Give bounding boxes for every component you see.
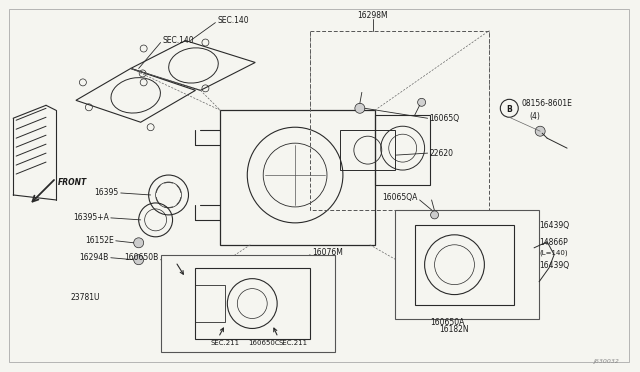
Text: 16439Q: 16439Q bbox=[539, 221, 570, 230]
Text: SEC.211: SEC.211 bbox=[211, 340, 239, 346]
Text: SEC.140: SEC.140 bbox=[218, 16, 249, 25]
Text: (4): (4) bbox=[529, 112, 540, 121]
Bar bbox=[415, 225, 515, 305]
Text: 16152E: 16152E bbox=[85, 236, 114, 245]
Text: 160650B: 160650B bbox=[124, 253, 159, 262]
Circle shape bbox=[355, 103, 365, 113]
Bar bbox=[161, 255, 335, 352]
Bar bbox=[395, 210, 539, 320]
Text: 16395+A: 16395+A bbox=[73, 214, 109, 222]
Text: J630032: J630032 bbox=[593, 359, 619, 364]
Text: B: B bbox=[506, 105, 512, 114]
Bar bbox=[340, 130, 395, 170]
Bar bbox=[220, 110, 375, 245]
Circle shape bbox=[418, 98, 426, 106]
Text: (L=140): (L=140) bbox=[539, 250, 568, 256]
Text: SEC.211: SEC.211 bbox=[278, 340, 307, 346]
Text: 16395: 16395 bbox=[95, 189, 119, 198]
Text: 16076M: 16076M bbox=[312, 248, 343, 257]
Text: 16294B: 16294B bbox=[79, 253, 109, 262]
Circle shape bbox=[535, 126, 545, 136]
Circle shape bbox=[431, 211, 438, 219]
Bar bbox=[375, 115, 429, 185]
Text: 22620: 22620 bbox=[429, 149, 454, 158]
Bar bbox=[310, 31, 490, 210]
Text: 160650C: 160650C bbox=[248, 340, 280, 346]
Circle shape bbox=[134, 238, 143, 248]
Text: FRONT: FRONT bbox=[58, 177, 87, 186]
Text: 16065Q: 16065Q bbox=[429, 114, 460, 123]
Bar bbox=[195, 268, 310, 339]
Text: 14866P: 14866P bbox=[539, 238, 568, 247]
Text: 16065QA: 16065QA bbox=[382, 193, 418, 202]
Text: 23781U: 23781U bbox=[71, 293, 100, 302]
Bar bbox=[195, 285, 225, 323]
Text: 16182N: 16182N bbox=[440, 325, 469, 334]
Text: 16298M: 16298M bbox=[358, 11, 388, 20]
Text: 16439Q: 16439Q bbox=[539, 261, 570, 270]
Circle shape bbox=[134, 255, 143, 265]
Text: 160650A: 160650A bbox=[430, 318, 465, 327]
Text: SEC.140: SEC.140 bbox=[163, 36, 194, 45]
Text: 08156-8601E: 08156-8601E bbox=[521, 99, 572, 108]
